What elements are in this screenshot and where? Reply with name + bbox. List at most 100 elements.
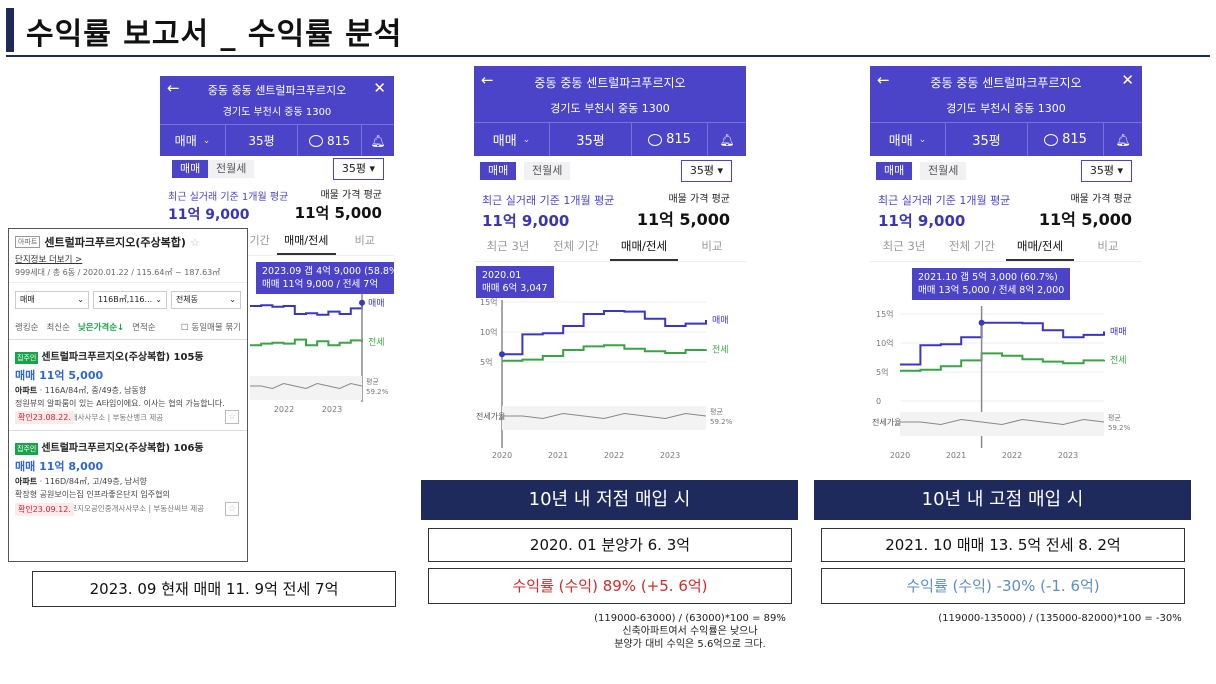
bell-button[interactable]: 🔔︎ <box>1104 123 1142 156</box>
listing-avg-label: 매물 가격 평균 <box>1070 194 1132 205</box>
recent-avg-value: 11억 9,000 <box>878 212 966 230</box>
x-tick-label: 2022 <box>604 451 624 460</box>
listing-spec-type: 아파트 <box>15 386 38 395</box>
tab-all-period[interactable]: 전체 기간 <box>553 239 599 253</box>
marker-point <box>499 351 505 358</box>
slide-title-bar: 수익률 보고서 _ 수익률 분석 <box>0 0 1216 58</box>
type-dropdown[interactable]: 매매 ⌄ <box>160 125 226 156</box>
bell-icon: 🔔︎ <box>1115 132 1131 147</box>
sort-area[interactable]: 면적순 <box>132 323 156 333</box>
series-label: 전세 <box>712 344 729 355</box>
listing-dong-select[interactable]: 전체동 ⌄ <box>170 291 241 309</box>
size-dropdown[interactable]: 35평 <box>946 123 1028 156</box>
bell-icon: 🔔︎ <box>370 133 386 148</box>
chevron-down-icon: ⌄ <box>522 134 531 145</box>
tab-compare[interactable]: 비교 <box>701 239 723 253</box>
low-point-formula: (119000-63000) / (63000)*100 = 89% 신축아파트… <box>520 612 860 651</box>
series-label: 매매 <box>368 298 385 309</box>
favorite-icon[interactable]: ☆ <box>225 410 239 424</box>
listing-title: 센트럴파크푸르지오(주상복합) 106동 <box>41 443 204 454</box>
pill-sale[interactable]: 매매 <box>480 162 517 180</box>
low-formula-text: (119000-63000) / (63000)*100 = 89% <box>594 613 786 624</box>
size-dropdown-label: 35평 <box>972 134 1001 149</box>
list-item[interactable]: 집주인 센트럴파크푸르지오(주상복합) 105동 매매 11억 5,000 아파트… <box>9 340 247 431</box>
complex-address: 경기도 부천시 중동 1300 <box>222 107 332 118</box>
listing-area-select[interactable]: 116B㎡,116... ⌄ <box>92 291 167 309</box>
listing-spec: 아파트 · 116A/84㎡, 중/49층, 남동향 <box>15 385 241 396</box>
tab-recent-3y[interactable]: 최근 3년 <box>882 239 926 253</box>
high-point-detail: 2021. 10 매매 13. 5억 전세 8. 2억 <box>821 528 1185 562</box>
low-note-line-1: 신축아파트여서 수익률은 낮으나 <box>622 626 758 637</box>
comment-icon <box>648 133 663 146</box>
pyeong-select[interactable]: 35평 ▾ <box>332 158 384 180</box>
list-item[interactable]: 집주인 센트럴파크푸르지오(주상복합) 106동 매매 11억 8,000 아파트… <box>9 431 247 522</box>
favorite-icon[interactable]: ☆ <box>225 502 239 516</box>
y-tick-label: 10억 <box>876 338 894 348</box>
pill-rent[interactable]: 전월세 <box>208 160 255 178</box>
listing-spec-type: 아파트 <box>15 477 38 486</box>
pyeong-select[interactable]: 35평 ▾ <box>1080 160 1132 182</box>
complex-meta: 999세대 / 총 6동 / 2020.01.22 / 115.64㎡ ~ 18… <box>15 268 221 277</box>
close-icon[interactable]: ✕ <box>373 79 386 97</box>
pyeong-select[interactable]: 35평 ▾ <box>680 160 732 182</box>
tab-all-period[interactable]: 전체 기간 <box>949 239 995 253</box>
listing-type-select[interactable]: 매매 ⌄ <box>15 291 89 309</box>
size-dropdown[interactable]: 35평 <box>550 123 632 156</box>
x-tick-label: 2020 <box>890 451 910 460</box>
sort-ranking[interactable]: 랭킹순 <box>15 323 39 333</box>
tab-recent-3y[interactable]: 최근 3년 <box>486 239 530 253</box>
back-arrow-icon[interactable]: ← <box>481 71 494 89</box>
listing-desc: 정원뷰의 알파룸이 있는 A타입이에요. 이사는 협의 가능합니다. <box>15 399 225 408</box>
title-accent-bar <box>6 8 14 52</box>
close-icon[interactable]: ✕ <box>1121 71 1134 89</box>
bell-button[interactable]: 🔔︎ <box>708 123 746 156</box>
tab-sale-jeonse[interactable]: 매매/전세 <box>610 232 678 261</box>
pill-rent[interactable]: 전월세 <box>524 162 571 180</box>
chart-tooltip: 2023.09 갭 4억 9,000 (58.8%) 매매 11억 9,000 … <box>256 262 394 294</box>
pill-rent[interactable]: 전월세 <box>920 162 967 180</box>
type-dropdown-label: 매매 <box>492 134 517 149</box>
listing-avg-label: 매물 가격 평균 <box>320 190 382 201</box>
x-tick-label: 2023 <box>660 451 680 460</box>
tab-compare[interactable]: 비교 <box>354 234 375 247</box>
sale-series-line <box>502 310 707 356</box>
y-tick-label: 5억 <box>876 367 888 377</box>
type-dropdown-label: 매매 <box>174 134 197 148</box>
tab-compare[interactable]: 비교 <box>1097 239 1119 253</box>
comment-count: 815 <box>327 133 350 148</box>
type-dropdown[interactable]: 매매 ⌄ <box>870 123 946 156</box>
back-arrow-icon[interactable]: ← <box>877 71 890 89</box>
marker-point <box>359 299 365 306</box>
pill-sale[interactable]: 매매 <box>172 160 209 178</box>
owner-badge: 집주인 <box>15 352 39 364</box>
confirm-date: 확인23.09.12. <box>15 503 74 516</box>
sort-low-price[interactable]: 낮은가격순↓ <box>77 323 125 333</box>
same-listing-toggle[interactable]: ☐ 동일매물 묶기 <box>181 323 241 333</box>
x-tick-label: 2023 <box>1058 451 1078 460</box>
size-dropdown[interactable]: 35평 <box>226 125 298 156</box>
complex-name: 중동 중동 센트럴파크푸르지오 <box>930 76 1082 90</box>
y-tick-label: 15억 <box>876 309 894 319</box>
star-icon[interactable]: ☆ <box>189 235 200 249</box>
type-dropdown[interactable]: 매매 ⌄ <box>474 123 550 156</box>
tab-sale-jeonse[interactable]: 매매/전세 <box>277 228 336 255</box>
complex-info-link[interactable]: 단지정보 더보기 > <box>15 255 83 265</box>
app-header: ← 중동 중동 센트럴파크푸르지오 ✕ 경기도 부천시 중동 1300 매매 ⌄ … <box>160 76 394 156</box>
gap-avg-value: 59.2% <box>710 418 733 426</box>
jeonse-series-line <box>250 338 363 347</box>
listing-price: 매매 11억 8,000 <box>15 460 104 473</box>
pill-sale[interactable]: 매매 <box>876 162 913 180</box>
comment-button[interactable]: 815 <box>298 125 362 156</box>
comment-button[interactable]: 815 <box>632 123 708 156</box>
complex-name: 중동 중동 센트럴파크푸르지오 <box>534 76 686 90</box>
low-note-line-2: 분양가 대비 수익은 5.6억으로 크다. <box>614 639 766 650</box>
gap-series-line <box>502 412 707 420</box>
tab-sale-jeonse[interactable]: 매매/전세 <box>1006 232 1074 261</box>
comment-button[interactable]: 815 <box>1028 123 1104 156</box>
gap-series-line <box>900 418 1105 426</box>
listing-title: 센트럴파크푸르지오(주상복합) 105동 <box>41 352 204 363</box>
sort-latest[interactable]: 최신순 <box>46 323 70 333</box>
bell-button[interactable]: 🔔︎ <box>362 125 394 156</box>
title-underline <box>6 55 1210 57</box>
back-arrow-icon[interactable]: ← <box>167 79 180 97</box>
